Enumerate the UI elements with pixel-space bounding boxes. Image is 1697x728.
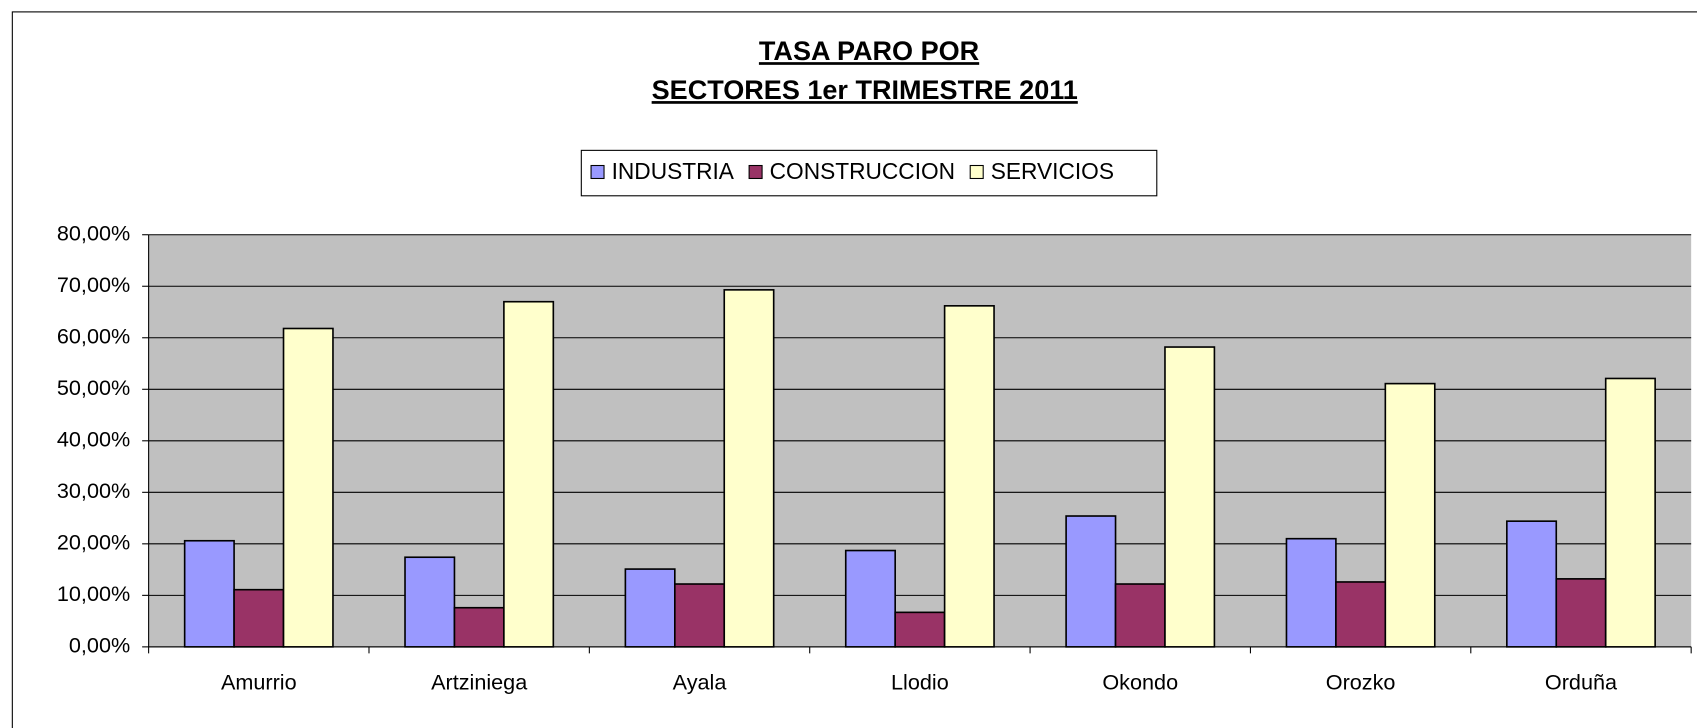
bar bbox=[282, 327, 334, 648]
bar bbox=[674, 583, 726, 648]
legend bbox=[580, 149, 1158, 197]
x-tick-label: Llodio bbox=[891, 669, 949, 694]
x-tick-label: Orozko bbox=[1326, 669, 1396, 694]
legend-swatch bbox=[969, 164, 984, 180]
legend-label: SERVICIOS bbox=[991, 158, 1114, 184]
bar bbox=[503, 300, 555, 648]
bar bbox=[453, 606, 505, 648]
bar bbox=[183, 539, 235, 648]
bar bbox=[1114, 583, 1166, 648]
bar bbox=[1384, 382, 1436, 648]
y-tick-label: 0,00% bbox=[69, 633, 130, 658]
y-tick-label: 80,00% bbox=[57, 220, 130, 245]
chart-title: TASA PARO POR bbox=[759, 36, 979, 66]
bar bbox=[1335, 581, 1387, 648]
y-tick-label: 20,00% bbox=[57, 530, 130, 555]
x-tick-label: Okondo bbox=[1102, 669, 1178, 694]
bar bbox=[624, 568, 676, 648]
bar bbox=[1604, 377, 1656, 648]
bar bbox=[844, 549, 896, 648]
legend-label: CONSTRUCCION bbox=[770, 158, 955, 184]
legend-swatch bbox=[748, 164, 763, 180]
y-tick-label: 10,00% bbox=[57, 581, 130, 606]
y-tick-label: 50,00% bbox=[57, 375, 130, 400]
bar bbox=[943, 305, 995, 648]
bar bbox=[404, 556, 456, 648]
bar bbox=[1285, 537, 1337, 648]
bar bbox=[1555, 578, 1607, 648]
bar bbox=[723, 289, 775, 648]
bar bbox=[233, 588, 285, 648]
x-tick-label: Amurrio bbox=[221, 669, 297, 694]
x-tick-label: Orduña bbox=[1545, 669, 1618, 694]
chart-title: SECTORES 1er TRIMESTRE 2011 bbox=[652, 75, 1078, 105]
bar bbox=[894, 611, 946, 648]
legend-label: INDUSTRIA bbox=[612, 158, 735, 184]
y-tick-label: 30,00% bbox=[57, 478, 130, 503]
bar bbox=[1506, 520, 1558, 648]
bar bbox=[1065, 515, 1117, 648]
x-tick-label: Ayala bbox=[673, 669, 728, 694]
legend-swatch bbox=[590, 164, 605, 180]
y-tick-label: 40,00% bbox=[57, 427, 130, 452]
x-tick-label: Artziniega bbox=[431, 669, 528, 694]
y-tick-label: 60,00% bbox=[57, 323, 130, 348]
bar bbox=[1164, 346, 1216, 648]
y-tick-label: 70,00% bbox=[57, 272, 130, 297]
